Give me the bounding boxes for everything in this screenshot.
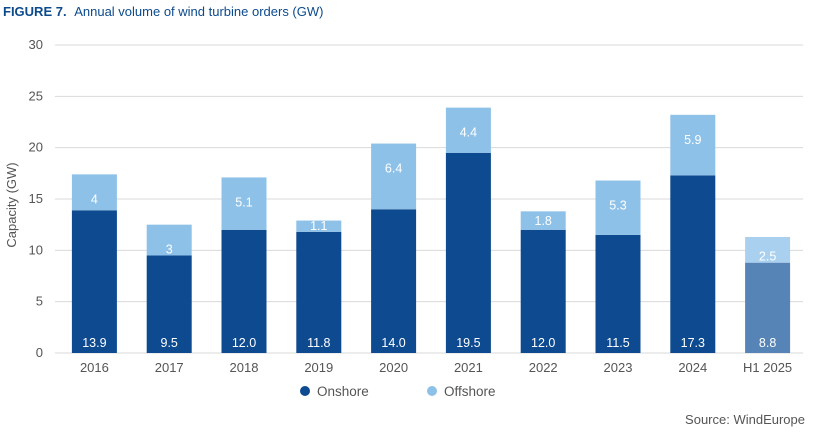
onshore-value-label: 19.5 (456, 336, 480, 350)
legend-marker (427, 386, 437, 396)
bars: 13.9 4 9.5 3 12.0 5.1 11.8 1.1 14.0 6.4 19.5 4.4 12.… (71, 107, 791, 353)
onshore-value-label: 11.5 (606, 336, 629, 350)
onshore-value-label: 9.5 (161, 336, 178, 350)
bar-offshore (595, 180, 641, 235)
x-tick-label: 2020 (379, 360, 408, 375)
source-note: Source: WindEurope (685, 412, 805, 427)
bar-offshore (445, 107, 491, 153)
figure-title-text: Annual volume of wind turbine orders (GW… (74, 4, 324, 19)
onshore-value-label: 11.8 (307, 336, 330, 350)
x-tick-label: 2018 (230, 360, 259, 375)
offshore-value-label: 5.1 (235, 195, 252, 209)
offshore-value-label: 6.4 (385, 162, 402, 176)
y-tick-label: 0 (36, 345, 43, 360)
bar-offshore (296, 220, 342, 232)
y-tick-label: 25 (29, 88, 43, 103)
legend-label: Onshore (317, 384, 369, 399)
offshore-value-label: 4 (91, 192, 98, 206)
x-tick-label: 2023 (604, 360, 633, 375)
onshore-value-label: 12.0 (531, 336, 555, 350)
x-tick-label: 2019 (304, 360, 333, 375)
bar-onshore (71, 210, 117, 353)
bar-onshore (595, 234, 641, 353)
onshore-value-label: 8.8 (759, 336, 776, 350)
onshore-value-label: 17.3 (681, 336, 705, 350)
legend: Onshore Offshore (300, 384, 496, 399)
figure-title: FIGURE 7. Annual volume of wind turbine … (3, 4, 323, 19)
onshore-value-label: 12.0 (232, 336, 256, 350)
bar-onshore (296, 231, 342, 353)
offshore-value-label: 1.1 (310, 219, 327, 233)
bar-offshore (670, 114, 716, 176)
bar-onshore (520, 229, 566, 353)
offshore-value-label: 4.4 (460, 126, 477, 140)
figure-label: FIGURE 7. (3, 4, 67, 19)
y-tick-label: 15 (29, 191, 43, 206)
x-tick-label: 2024 (678, 360, 707, 375)
bar-onshore (745, 262, 791, 353)
legend-label: Offshore (444, 384, 496, 399)
y-axis-label: Capacity (GW) (4, 162, 19, 247)
bar-offshore (371, 143, 417, 210)
x-tick-label: 2022 (529, 360, 558, 375)
y-tick-label: 30 (29, 37, 43, 52)
x-tick-label: H1 2025 (743, 360, 792, 375)
bar-onshore (146, 255, 192, 353)
x-tick-label: 2021 (454, 360, 483, 375)
bar-offshore (745, 236, 791, 263)
bar-onshore (221, 229, 267, 353)
bar-offshore (71, 174, 117, 211)
y-tick-label: 10 (29, 242, 43, 257)
offshore-value-label: 1.8 (535, 214, 552, 228)
y-tick-label: 5 (36, 294, 43, 309)
onshore-value-label: 13.9 (82, 336, 106, 350)
offshore-value-label: 3 (166, 242, 173, 256)
x-tick-label: 2017 (155, 360, 184, 375)
legend-marker (300, 386, 310, 396)
x-axis-ticks: 2016 2017 2018 2019 2020 2021 2022 2023 2024 H1 2… (80, 360, 792, 375)
bar-onshore (670, 175, 716, 353)
y-axis-ticks: 0 5 10 15 20 25 30 (29, 37, 43, 360)
bar-onshore (371, 209, 417, 353)
bar-offshore (146, 224, 192, 256)
onshore-value-label: 14.0 (381, 336, 405, 350)
y-tick-label: 20 (29, 140, 43, 155)
offshore-value-label: 5.3 (609, 199, 626, 213)
x-tick-label: 2016 (80, 360, 109, 375)
bar-onshore (445, 152, 491, 353)
bar-offshore (221, 177, 267, 230)
bar-offshore (520, 211, 566, 230)
offshore-value-label: 2.5 (759, 250, 776, 264)
offshore-value-label: 5.9 (684, 133, 701, 147)
